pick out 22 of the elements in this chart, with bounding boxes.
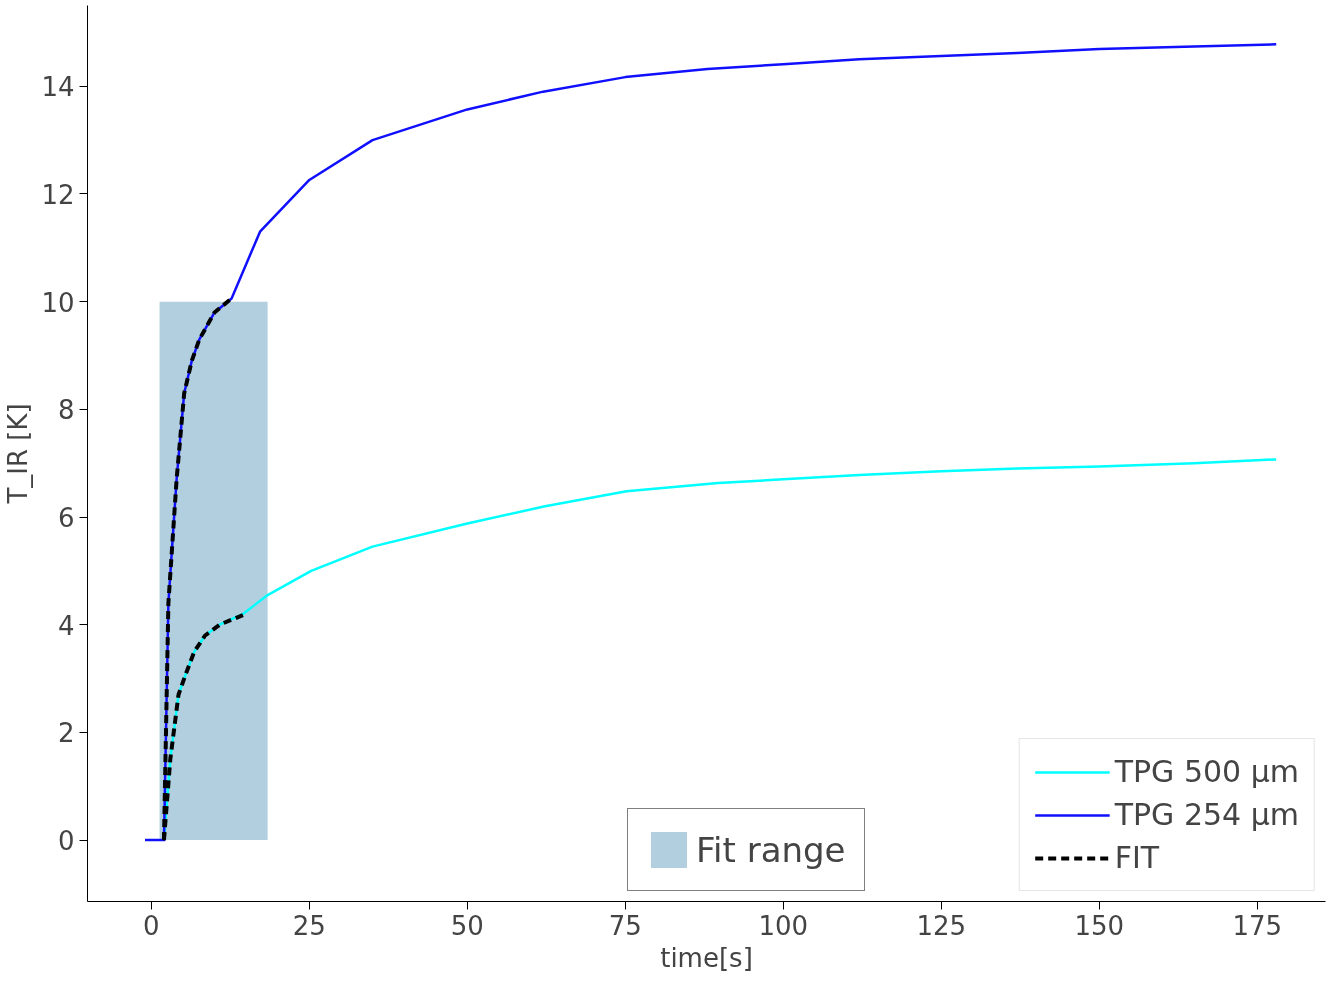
y-tick-label: 14: [41, 72, 75, 103]
x-tick-label: 125: [916, 910, 967, 941]
y-tick-label: 4: [57, 610, 75, 641]
legend-label: TPG 254 μm: [1114, 797, 1299, 832]
y-tick-label: 8: [57, 395, 75, 426]
x-tick-label: 150: [1074, 910, 1125, 941]
x-tick-label: 100: [758, 910, 809, 941]
legend-label: TPG 500 μm: [1114, 754, 1299, 789]
y-tick-label: 2: [57, 718, 75, 749]
y-tick-label: 6: [57, 503, 75, 534]
x-axis-title: time[s]: [660, 942, 753, 973]
legend-label: Fit range: [696, 829, 846, 870]
x-tick-label: 25: [292, 910, 326, 941]
y-tick-label: 12: [41, 179, 75, 210]
x-tick-label: 75: [608, 910, 642, 941]
y-axis-title: T_IR [K]: [3, 403, 34, 505]
y-tick-label: 0: [57, 826, 75, 857]
y-tick-label: 10: [41, 287, 75, 318]
x-tick-label: 0: [143, 910, 160, 941]
x-tick-label: 50: [450, 910, 484, 941]
x-tick-label: 175: [1232, 910, 1283, 941]
legend-label: FIT: [1114, 840, 1160, 875]
